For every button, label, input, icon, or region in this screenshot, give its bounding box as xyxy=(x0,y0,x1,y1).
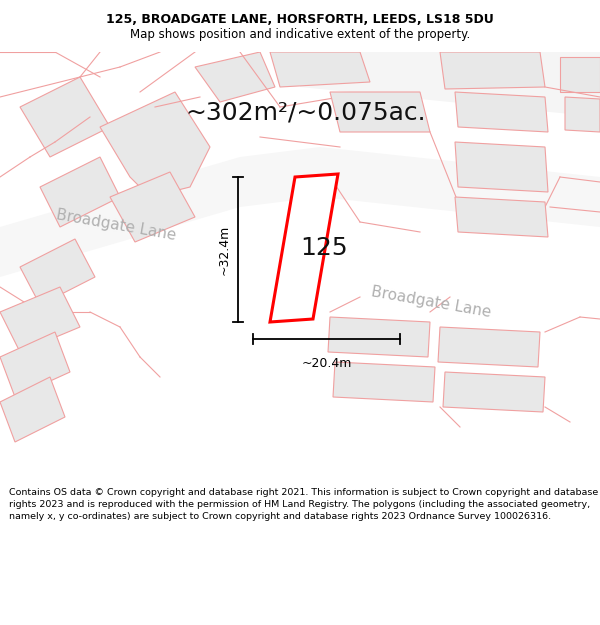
Polygon shape xyxy=(110,172,195,242)
Text: Contains OS data © Crown copyright and database right 2021. This information is : Contains OS data © Crown copyright and d… xyxy=(9,488,598,521)
Polygon shape xyxy=(455,142,548,192)
Text: Map shows position and indicative extent of the property.: Map shows position and indicative extent… xyxy=(130,28,470,41)
Polygon shape xyxy=(270,174,338,322)
Polygon shape xyxy=(270,52,370,87)
Polygon shape xyxy=(20,239,95,305)
Text: 125: 125 xyxy=(300,236,348,260)
Polygon shape xyxy=(455,92,548,132)
Text: ~20.4m: ~20.4m xyxy=(301,357,352,370)
Text: ~32.4m: ~32.4m xyxy=(218,224,230,274)
Text: ~302m²/~0.075ac.: ~302m²/~0.075ac. xyxy=(185,100,425,124)
Text: 125, BROADGATE LANE, HORSFORTH, LEEDS, LS18 5DU: 125, BROADGATE LANE, HORSFORTH, LEEDS, L… xyxy=(106,13,494,26)
Polygon shape xyxy=(100,92,210,197)
Polygon shape xyxy=(443,372,545,412)
Polygon shape xyxy=(330,92,430,132)
Polygon shape xyxy=(0,287,80,352)
Text: Broadgate Lane: Broadgate Lane xyxy=(370,284,492,320)
Polygon shape xyxy=(333,362,435,402)
Polygon shape xyxy=(0,377,65,442)
Polygon shape xyxy=(328,317,430,357)
Polygon shape xyxy=(40,157,120,227)
Polygon shape xyxy=(0,332,70,397)
Polygon shape xyxy=(440,52,545,89)
Polygon shape xyxy=(195,52,275,102)
Polygon shape xyxy=(560,57,600,92)
Polygon shape xyxy=(565,97,600,132)
Polygon shape xyxy=(0,147,600,277)
Polygon shape xyxy=(20,77,110,157)
Polygon shape xyxy=(300,52,600,117)
Polygon shape xyxy=(438,327,540,367)
Text: Broadgate Lane: Broadgate Lane xyxy=(55,207,177,243)
Polygon shape xyxy=(455,197,548,237)
